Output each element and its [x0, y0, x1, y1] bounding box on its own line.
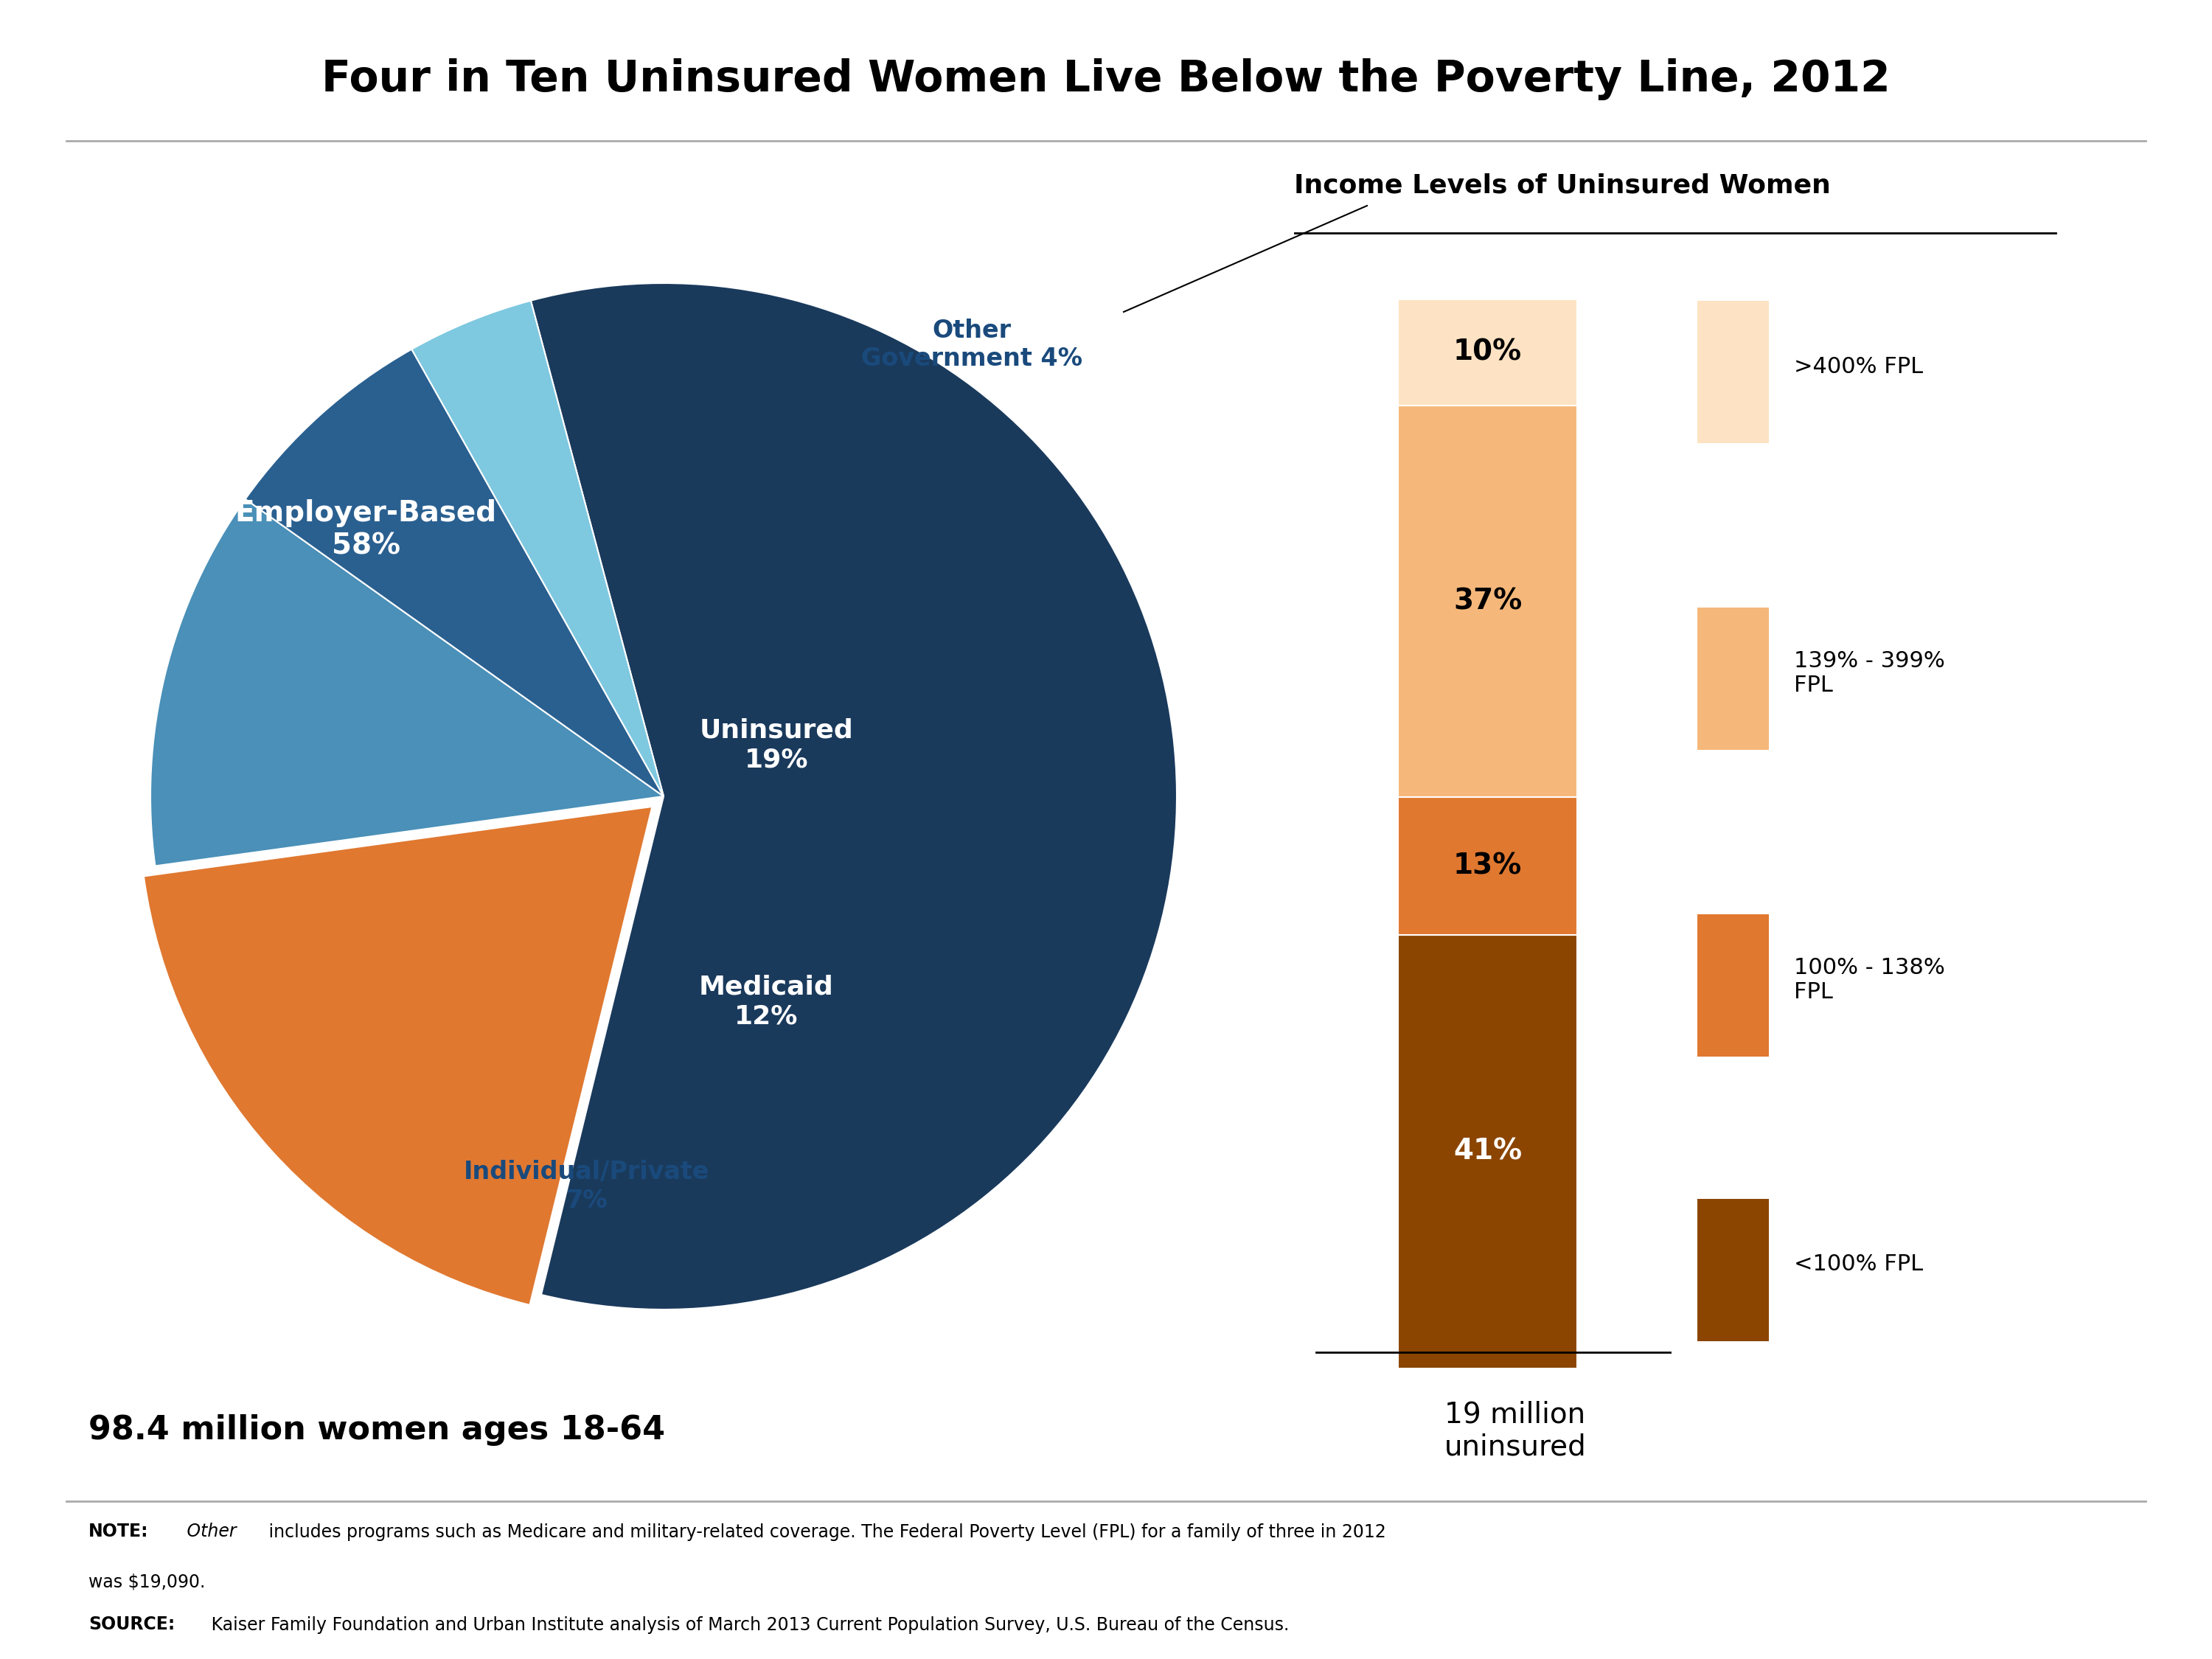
Text: FOUNDATION: FOUNDATION: [2028, 1627, 2110, 1639]
Wedge shape: [150, 499, 664, 866]
Text: Kaiser Family Foundation and Urban Institute analysis of March 2013 Current Popu: Kaiser Family Foundation and Urban Insti…: [206, 1616, 1290, 1634]
Text: Medicaid
12%: Medicaid 12%: [699, 974, 834, 1029]
Wedge shape: [144, 806, 653, 1306]
Text: THE HENRY J.: THE HENRY J.: [2028, 1523, 2110, 1535]
Text: Income Levels of Uninsured Women: Income Levels of Uninsured Women: [1294, 173, 1832, 199]
Text: >400% FPL: >400% FPL: [1794, 357, 1922, 377]
Text: FAMILY: FAMILY: [2048, 1596, 2090, 1608]
Text: SOURCE:: SOURCE:: [88, 1616, 175, 1634]
Wedge shape: [411, 300, 664, 796]
Bar: [1697, 300, 1770, 443]
Text: 98.4 million women ages 18-64: 98.4 million women ages 18-64: [88, 1413, 666, 1447]
Bar: [1697, 1199, 1770, 1340]
Text: Other
Government 4%: Other Government 4%: [860, 319, 1082, 372]
Text: Kaiser: Kaiser: [2042, 1554, 2097, 1573]
Bar: [1398, 405, 1577, 796]
Text: Uninsured
19%: Uninsured 19%: [699, 718, 854, 771]
Text: 13%: 13%: [1453, 851, 1522, 879]
Text: <100% FPL: <100% FPL: [1794, 1254, 1922, 1276]
Text: 139% - 399%
FPL: 139% - 399% FPL: [1794, 650, 1944, 697]
Bar: [1398, 796, 1577, 934]
Text: Other: Other: [181, 1523, 237, 1541]
Bar: [1697, 914, 1770, 1057]
Text: 37%: 37%: [1453, 587, 1522, 615]
Text: includes programs such as Medicare and military-related coverage. The Federal Po: includes programs such as Medicare and m…: [263, 1523, 1387, 1541]
Bar: [1398, 934, 1577, 1369]
Text: 100% - 138%
FPL: 100% - 138% FPL: [1794, 957, 1944, 1004]
Text: was $19,090.: was $19,090.: [88, 1573, 206, 1591]
Bar: [1398, 300, 1577, 405]
Text: Individual/Private
7%: Individual/Private 7%: [465, 1160, 710, 1213]
Text: 41%: 41%: [1453, 1138, 1522, 1166]
Text: NOTE:: NOTE:: [88, 1523, 148, 1541]
Text: Four in Ten Uninsured Women Live Below the Poverty Line, 2012: Four in Ten Uninsured Women Live Below t…: [321, 58, 1891, 100]
Wedge shape: [531, 284, 1177, 1309]
Text: 10%: 10%: [1453, 338, 1522, 367]
Wedge shape: [246, 350, 664, 796]
Text: Employer-Based
58%: Employer-Based 58%: [234, 499, 498, 559]
Text: 19 million
uninsured: 19 million uninsured: [1444, 1400, 1586, 1462]
Bar: [1697, 607, 1770, 750]
